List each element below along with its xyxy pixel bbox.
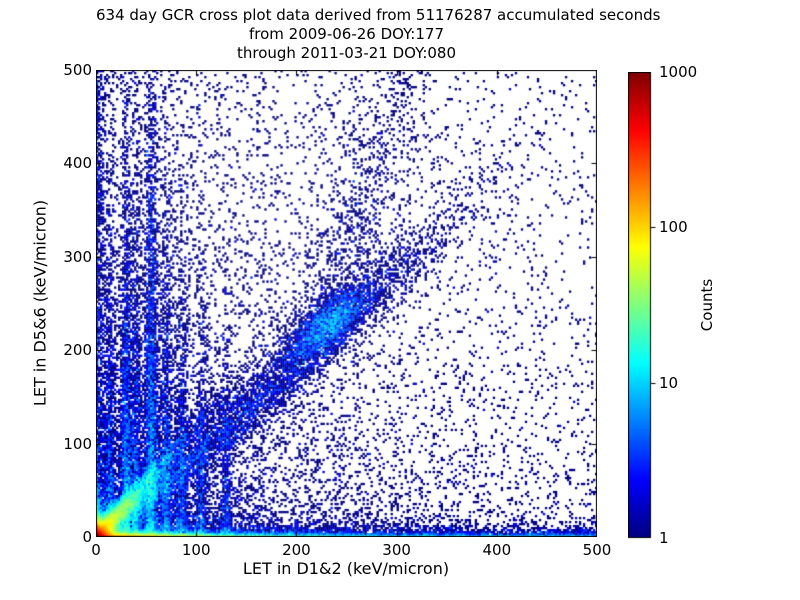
chart-title-line3: through 2011-03-21 DOY:080 (236, 44, 457, 62)
colorbar-tick-label: 100 (659, 218, 688, 237)
y-axis-label: LET in D5&6 (keV/micron) (30, 199, 50, 407)
y-tick-label: 500 (63, 61, 92, 79)
scatter-density-plot (96, 70, 597, 537)
colorbar (628, 72, 657, 539)
chart-title-line2: from 2009-06-26 DOY:177 (248, 25, 444, 43)
y-tick-label: 300 (63, 247, 92, 266)
x-tick-label: 300 (382, 541, 411, 559)
y-tick-label: 0 (82, 528, 92, 546)
x-tick-label: 500 (582, 541, 612, 559)
colorbar-tick-label: 10 (659, 373, 679, 392)
colorbar-label: Counts (698, 278, 716, 332)
colorbar-tick-label: 1 (659, 529, 669, 547)
y-tick-label: 200 (63, 341, 92, 360)
x-tick-label: 400 (482, 541, 512, 559)
chart-title: 634 day GCR cross plot data derived from… (96, 6, 661, 63)
x-tick-label: 100 (181, 541, 211, 559)
y-tick-label: 100 (63, 434, 92, 453)
x-axis-label: LET in D1&2 (keV/micron) (242, 559, 450, 578)
colorbar-tick-label: 1000 (659, 63, 698, 81)
y-tick-label: 400 (63, 154, 92, 173)
x-tick-label: 200 (282, 541, 311, 559)
chart-title-line1: 634 day GCR cross plot data derived from… (96, 6, 661, 24)
x-tick-label: 0 (91, 541, 101, 559)
